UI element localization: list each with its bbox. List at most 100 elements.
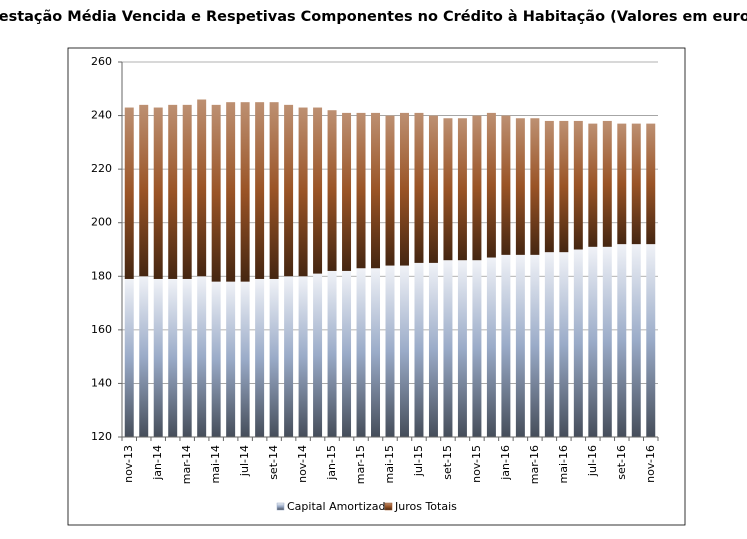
- bar-segment: [284, 276, 294, 437]
- bar-segment: [313, 107, 323, 274]
- bar-segment: [211, 104, 221, 282]
- bar-segment: [197, 99, 207, 277]
- bar-segment: [472, 115, 482, 261]
- bar-segment: [240, 281, 250, 437]
- bar-segment: [414, 112, 424, 263]
- x-tick-label: mar-15: [354, 445, 367, 484]
- bar-segment: [414, 262, 424, 437]
- y-tick-label: 260: [91, 55, 112, 68]
- bar-segment: [472, 260, 482, 437]
- y-tick-label: 180: [91, 269, 112, 282]
- bar-segment: [240, 102, 250, 282]
- bar-segment: [602, 120, 612, 247]
- bar-segment: [501, 254, 511, 437]
- bar-segment: [327, 110, 337, 271]
- bar-segment: [385, 265, 395, 437]
- bar-segment: [255, 278, 265, 437]
- bar-segment: [443, 260, 453, 437]
- bar-segment: [501, 115, 511, 255]
- x-tick-label: mai-14: [209, 445, 222, 483]
- bar-segment: [269, 102, 279, 279]
- x-tick-label: mar-16: [528, 445, 541, 484]
- bar-segment: [182, 278, 192, 437]
- legend-swatch: [384, 502, 393, 511]
- x-tick-label: jul-15: [412, 445, 425, 477]
- x-tick-label: mai-16: [557, 445, 570, 483]
- bar-segment: [298, 107, 308, 277]
- bar-segment: [153, 107, 163, 279]
- bar-segment: [617, 244, 627, 437]
- x-tick-label: set-14: [267, 445, 280, 480]
- bar-segment: [153, 278, 163, 437]
- bar-segment: [602, 246, 612, 437]
- x-tick-label: mar-14: [180, 445, 193, 484]
- bar-segment: [371, 268, 381, 437]
- bar-segment: [573, 120, 583, 250]
- bar-segment: [457, 118, 467, 261]
- bar-segment: [530, 118, 540, 255]
- bar-segment: [182, 104, 192, 279]
- x-tick-label: nov-13: [122, 445, 135, 483]
- bar-segment: [428, 115, 438, 263]
- bar-segment: [530, 254, 540, 437]
- bar-segment: [139, 104, 149, 277]
- legend-label: Capital Amortizado: [287, 500, 392, 513]
- bar-segment: [399, 265, 409, 437]
- bar-segment: [211, 281, 221, 437]
- bar-segment: [226, 281, 236, 437]
- bar-segment: [124, 278, 134, 437]
- bar-segment: [226, 102, 236, 282]
- bar-segment: [588, 246, 598, 437]
- bar-segment: [356, 268, 366, 437]
- y-tick-label: 200: [91, 216, 112, 229]
- bar-segment: [573, 249, 583, 437]
- bar-segment: [457, 260, 467, 437]
- y-tick-label: 120: [91, 430, 112, 443]
- x-tick-label: set-15: [441, 445, 454, 480]
- bar-segment: [313, 273, 323, 437]
- bar-segment: [342, 270, 352, 437]
- bar-segment: [646, 123, 656, 245]
- y-tick-label: 240: [91, 109, 112, 122]
- bar-segment: [617, 123, 627, 245]
- x-tick-label: nov-15: [470, 445, 483, 483]
- bar-segment: [399, 112, 409, 266]
- bar-segment: [559, 252, 569, 437]
- bar-segment: [197, 276, 207, 437]
- bar-segment: [428, 262, 438, 437]
- bar-segment: [255, 102, 265, 279]
- x-tick-label: set-16: [615, 445, 628, 480]
- bar-segment: [631, 244, 641, 437]
- x-tick-label: jul-16: [586, 445, 599, 477]
- bar-segment: [327, 270, 337, 437]
- bar-segment: [298, 276, 308, 437]
- chart-frame: [67, 47, 686, 526]
- bar-segment: [284, 104, 294, 277]
- bar-segment: [385, 115, 395, 266]
- bar-segment: [486, 112, 496, 258]
- bar-segment: [356, 112, 366, 269]
- bar-segment: [515, 118, 525, 255]
- bar-segment: [544, 252, 554, 437]
- bar-segment: [559, 120, 569, 253]
- legend-swatch: [276, 502, 285, 511]
- bar-segment: [168, 104, 178, 279]
- bar-segment: [371, 112, 381, 269]
- bar-segment: [646, 244, 656, 437]
- bar-segment: [588, 123, 598, 247]
- bar-segment: [269, 278, 279, 437]
- bar-segment: [486, 257, 496, 437]
- bar-segment: [631, 123, 641, 245]
- x-tick-label: jan-14: [151, 445, 164, 481]
- bar-segment: [139, 276, 149, 437]
- y-tick-label: 220: [91, 162, 112, 175]
- x-tick-label: nov-16: [644, 445, 657, 483]
- bar-segment: [168, 278, 178, 437]
- y-tick-label: 140: [91, 376, 112, 389]
- bar-segment: [544, 120, 554, 253]
- x-tick-label: jul-14: [238, 445, 251, 477]
- bar-segment: [124, 107, 134, 279]
- bar-segment: [342, 112, 352, 271]
